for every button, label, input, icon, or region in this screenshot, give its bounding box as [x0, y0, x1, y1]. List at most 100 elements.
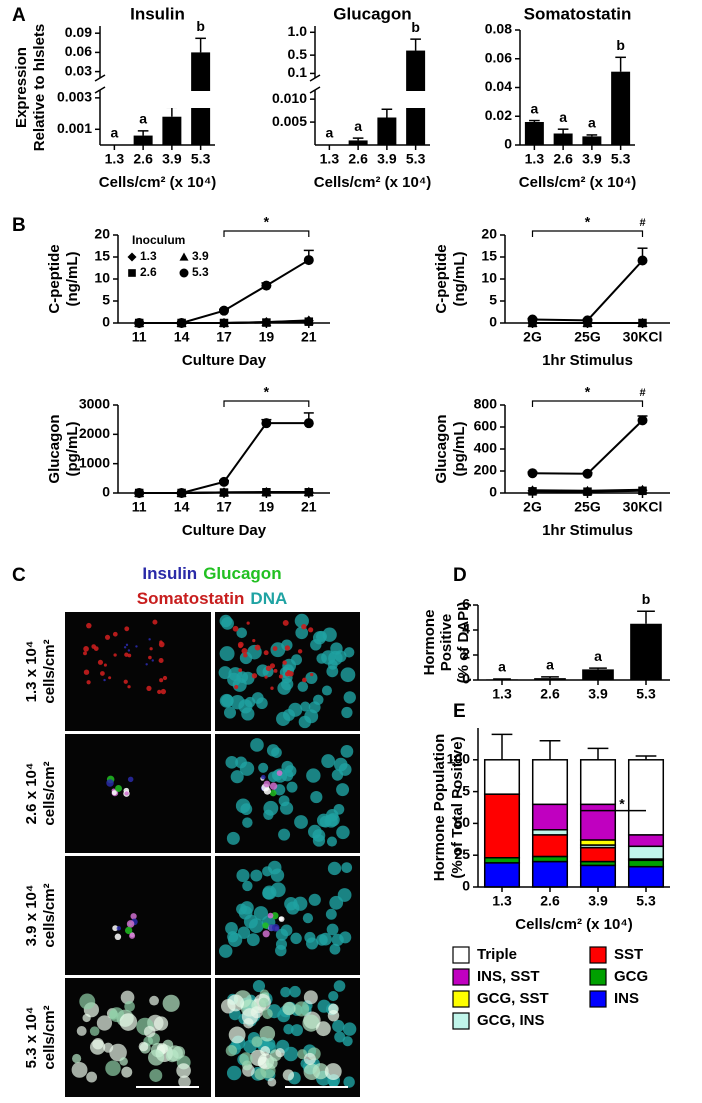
- y-tick-label: 600: [474, 418, 498, 434]
- micrograph-decoration: [218, 666, 232, 680]
- bar: [630, 623, 662, 680]
- micrograph-decoration: [123, 646, 127, 649]
- micrograph-decoration: [126, 920, 135, 928]
- micrograph-decoration: [262, 866, 273, 877]
- bar-segment: [627, 759, 665, 836]
- micrograph-decoration: [176, 1063, 191, 1078]
- y-tick-label: 0.06: [65, 43, 92, 59]
- micrograph-decoration: [341, 706, 353, 719]
- bar-segment: [579, 864, 617, 888]
- micrograph-decoration: [162, 994, 180, 1012]
- micrograph-decoration: [103, 663, 107, 667]
- micrograph-decoration: [265, 665, 272, 672]
- micrograph-decoration: [251, 1036, 263, 1048]
- y-axis-label: (ng/mL): [64, 252, 81, 307]
- x-tick-label: 25G: [574, 499, 601, 515]
- micrograph-decoration: [326, 923, 339, 936]
- micrograph-decoration: [72, 1053, 82, 1064]
- y-axis-label: (pg/mL): [64, 422, 81, 477]
- significance-letter: a: [498, 659, 506, 675]
- significance-letter: a: [354, 118, 362, 134]
- micrograph-decoration: [113, 653, 117, 657]
- micrograph-decoration: [243, 653, 248, 658]
- micrograph-decoration: [232, 625, 239, 632]
- micrograph-decoration: [264, 675, 268, 679]
- row-label: 1.3 x 10⁴: [23, 641, 40, 703]
- significance-bracket: [223, 400, 310, 407]
- significance-letter: a: [139, 111, 147, 127]
- legend-title: Inoculum: [132, 233, 185, 247]
- x-tick-label: 3.9: [162, 151, 182, 167]
- bar-segment: [483, 793, 521, 859]
- x-tick-label: 19: [259, 499, 275, 515]
- micrograph-decoration: [303, 1063, 321, 1080]
- micrograph-decoration: [106, 779, 114, 787]
- significance-label: *: [619, 795, 625, 811]
- y-axis-label: C-peptide: [433, 244, 450, 313]
- bar-segment: [483, 862, 521, 888]
- micrograph-decoration: [328, 1003, 339, 1015]
- micrograph-decoration: [290, 1024, 303, 1037]
- micrograph-decoration: [104, 634, 111, 640]
- x-tick-label: 21: [301, 499, 317, 515]
- y-tick-label: 0.04: [485, 78, 512, 94]
- y-tick-label: 400: [474, 440, 498, 456]
- y-tick-label: 0.003: [57, 89, 92, 105]
- significance-letter: a: [530, 100, 538, 116]
- y-tick-label: 5: [489, 292, 497, 308]
- micrograph-decoration: [105, 1060, 121, 1076]
- bar-segment: [483, 856, 521, 864]
- micrograph-decoration: [236, 903, 247, 915]
- micrograph-decoration: [125, 643, 129, 647]
- legend-label: 5.3: [192, 265, 209, 279]
- significance-bracket: [531, 230, 644, 237]
- marker: [261, 280, 272, 291]
- bar-segment: [483, 759, 521, 795]
- micrograph-decoration: [336, 825, 350, 840]
- micrograph-decoration: [112, 925, 119, 932]
- micrograph-decoration: [159, 678, 164, 683]
- micrograph-decoration: [316, 934, 328, 946]
- y-tick-label: 2: [462, 646, 470, 662]
- micrograph-decoration: [302, 677, 307, 683]
- y-axis-label: Relative to hIslets: [31, 24, 48, 152]
- significance-letter: a: [588, 115, 596, 131]
- y-tick-label: 0: [489, 484, 497, 500]
- panel-letter: E: [453, 701, 466, 722]
- bar: [534, 678, 566, 680]
- micrograph-decoration: [145, 663, 148, 666]
- micrograph-decoration: [152, 619, 158, 625]
- micrograph-decoration: [289, 985, 301, 998]
- y-tick-label: 1.0: [288, 23, 308, 39]
- micrograph-decoration: [280, 924, 293, 937]
- bar: [611, 71, 631, 145]
- micrograph-decoration: [282, 1069, 295, 1081]
- y-tick-label: 4: [462, 621, 470, 637]
- marker: [582, 485, 593, 495]
- x-axis-label: Cells/cm² (x 10⁴): [519, 174, 636, 191]
- x-axis-label: Cells/cm² (x 10⁴): [99, 174, 216, 191]
- x-tick-label: 30KCl: [623, 329, 663, 345]
- micrograph-decoration: [239, 1052, 253, 1066]
- legend-label: GCG, SST: [477, 990, 549, 1007]
- row-label: 2.6 x 10⁴: [23, 763, 40, 825]
- micrograph-decoration: [326, 836, 338, 847]
- micrograph-decoration: [308, 893, 321, 906]
- y-tick-label: 20: [94, 226, 110, 242]
- legend-label: Triple: [477, 946, 517, 963]
- micrograph-decoration: [111, 790, 117, 796]
- micrograph-decoration: [278, 916, 285, 922]
- y-tick-label: 0.09: [65, 24, 92, 40]
- micrograph-decoration: [303, 990, 318, 1005]
- marker: [527, 314, 538, 325]
- micrograph-decoration: [316, 813, 331, 828]
- micrograph-decoration: [89, 1026, 100, 1036]
- x-tick-label: 5.3: [191, 151, 211, 167]
- micrograph-decoration: [343, 691, 356, 704]
- y-tick-label: 5: [102, 292, 110, 308]
- micrograph-decoration: [83, 651, 87, 656]
- x-tick-label: 1.3: [525, 151, 545, 167]
- micrograph-decoration: [103, 1042, 114, 1053]
- micrograph-decoration: [305, 937, 319, 950]
